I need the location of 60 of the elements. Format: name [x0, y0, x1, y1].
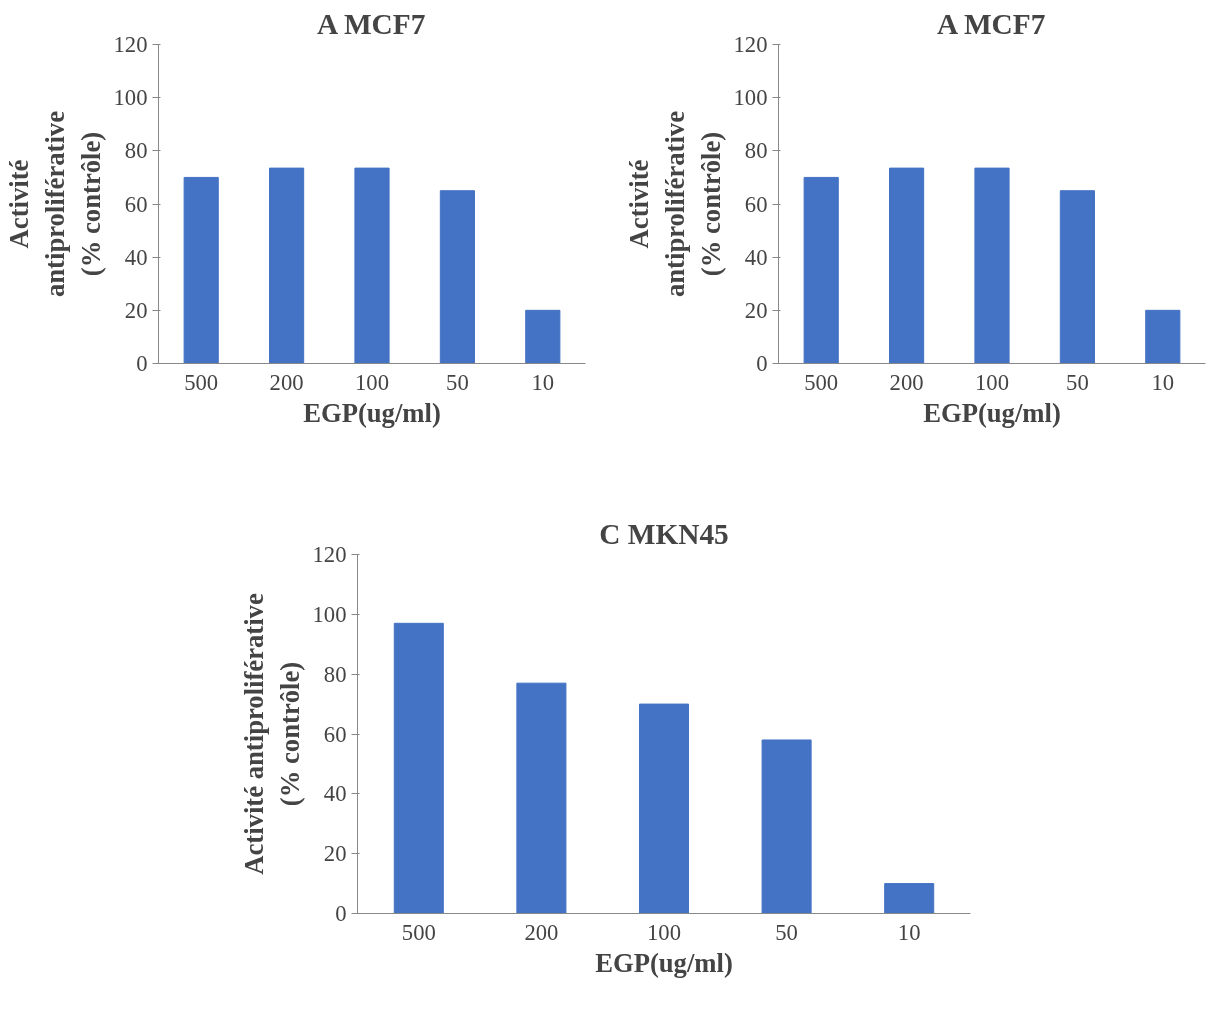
bar [889, 167, 925, 364]
y-axis-title: Activité antiproliférative (% contrôle) [623, 110, 726, 298]
x-tick-label: 200 [269, 369, 304, 395]
bar [269, 167, 305, 364]
y-tick-label: 40 [744, 244, 768, 270]
y-tick-label: 60 [744, 191, 768, 217]
x-tick-label: 500 [184, 369, 219, 395]
y-tick-label: 80 [323, 661, 347, 687]
x-tick-label: 500 [401, 919, 436, 945]
chart-title: A MCF7 [317, 7, 426, 40]
y-axis-title: Activité antiproliférative (% contrôle) [3, 110, 106, 298]
x-tick-label: 200 [524, 919, 559, 945]
y-tick-label: 20 [124, 297, 148, 323]
y-tick-label: 60 [124, 191, 148, 217]
x-tick-label: 200 [889, 369, 924, 395]
x-tick-label: 50 [446, 369, 469, 395]
chart-title: C MKN45 [599, 517, 729, 550]
y-tick-label: 40 [323, 781, 347, 807]
y-tick-label: 120 [113, 32, 148, 57]
bar [1059, 190, 1095, 364]
x-tick-label: 10 [1151, 369, 1175, 395]
x-tick-label: 50 [1066, 369, 1089, 395]
y-tick-label: 20 [744, 297, 768, 323]
x-axis-title: EGP(ug/ml) [923, 397, 1061, 428]
bar [516, 682, 567, 914]
bar [761, 739, 812, 914]
x-axis-title: EGP(ug/ml) [303, 397, 441, 428]
y-tick-label: 120 [733, 32, 768, 57]
x-tick-label: 500 [804, 369, 839, 395]
x-tick-label: 10 [531, 369, 555, 395]
y-tick-label: 0 [756, 351, 768, 376]
x-tick-label: 10 [897, 919, 921, 945]
y-tick-label: 20 [323, 841, 347, 867]
bar [803, 176, 839, 364]
y-tick-label: 100 [733, 85, 768, 111]
y-tick-label: 40 [124, 244, 148, 270]
x-tick-label: 100 [975, 369, 1009, 395]
bar [638, 703, 690, 914]
bar [393, 622, 444, 914]
bar [183, 176, 219, 364]
y-tick-label: 0 [136, 351, 148, 376]
y-tick-label: 80 [744, 138, 768, 164]
x-tick-label: 100 [647, 919, 681, 945]
y-tick-label: 120 [312, 542, 347, 567]
y-tick-label: 100 [312, 601, 347, 627]
bar [525, 309, 561, 364]
y-tick-label: 0 [335, 901, 347, 926]
x-tick-label: 50 [775, 919, 798, 945]
bar [1145, 309, 1181, 364]
bar [439, 190, 475, 364]
x-axis-title: EGP(ug/ml) [595, 947, 733, 978]
chart-title: A MCF7 [937, 7, 1046, 40]
y-tick-label: 60 [323, 721, 347, 747]
y-tick-label: 80 [124, 138, 148, 164]
bar [974, 167, 1010, 364]
bar [354, 167, 390, 364]
x-tick-label: 100 [355, 369, 389, 395]
y-tick-label: 100 [113, 85, 148, 111]
y-axis-title: Activité antiproliférative (% contrôle) [238, 593, 305, 875]
bar [884, 883, 935, 914]
